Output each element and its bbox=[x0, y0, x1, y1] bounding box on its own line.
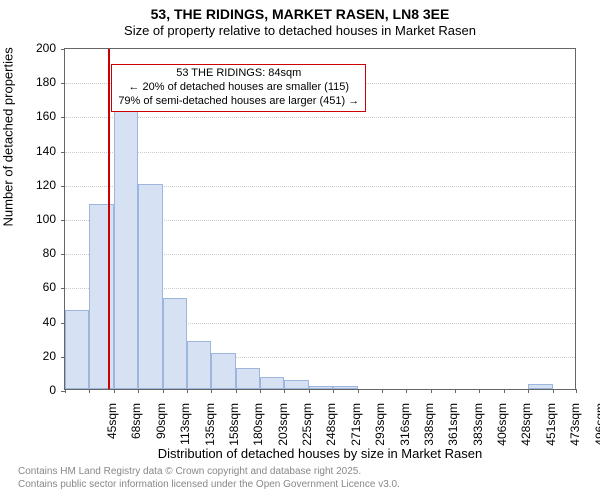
y-tick-label: 120 bbox=[36, 178, 56, 192]
y-tick-mark bbox=[61, 83, 65, 84]
gridline-h bbox=[65, 152, 575, 153]
histogram-bar bbox=[260, 377, 284, 389]
histogram-bar bbox=[528, 384, 552, 389]
x-axis-labels: 45sqm68sqm90sqm113sqm135sqm158sqm180sqm2… bbox=[64, 390, 576, 445]
y-tick-label: 60 bbox=[43, 280, 56, 294]
histogram-bar bbox=[284, 380, 308, 389]
histogram-bar bbox=[211, 353, 235, 389]
plot-area: 53 THE RIDINGS: 84sqm← 20% of detached h… bbox=[64, 48, 576, 390]
y-tick-label: 200 bbox=[36, 41, 56, 55]
y-tick-mark bbox=[61, 186, 65, 187]
x-tick-mark bbox=[576, 389, 577, 393]
y-tick-label: 100 bbox=[36, 212, 56, 226]
y-tick-mark bbox=[61, 49, 65, 50]
histogram-bar bbox=[309, 386, 333, 389]
callout-line: 79% of semi-detached houses are larger (… bbox=[118, 95, 359, 109]
histogram-bar bbox=[236, 368, 260, 389]
property-callout: 53 THE RIDINGS: 84sqm← 20% of detached h… bbox=[111, 64, 366, 111]
y-tick-mark bbox=[61, 152, 65, 153]
y-tick-label: 80 bbox=[43, 246, 56, 260]
y-tick-label: 140 bbox=[36, 144, 56, 158]
y-tick-label: 40 bbox=[43, 315, 56, 329]
chart-title-main: 53, THE RIDINGS, MARKET RASEN, LN8 3EE bbox=[0, 6, 600, 22]
y-tick-mark bbox=[61, 288, 65, 289]
y-tick-mark bbox=[61, 254, 65, 255]
y-tick-mark bbox=[61, 117, 65, 118]
histogram-bar bbox=[187, 341, 211, 389]
histogram-bar bbox=[114, 103, 138, 389]
chart-title-block: 53, THE RIDINGS, MARKET RASEN, LN8 3EE S… bbox=[0, 0, 600, 38]
y-axis-labels: 020406080100120140160180200 bbox=[0, 48, 60, 390]
histogram-bar bbox=[89, 204, 113, 389]
property-marker-line bbox=[108, 49, 110, 389]
footer-line-2: Contains public sector information licen… bbox=[18, 479, 400, 492]
histogram-bar bbox=[163, 298, 187, 389]
chart-title-sub: Size of property relative to detached ho… bbox=[0, 23, 600, 38]
property-size-histogram: 53, THE RIDINGS, MARKET RASEN, LN8 3EE S… bbox=[0, 0, 600, 500]
y-tick-label: 160 bbox=[36, 109, 56, 123]
y-tick-label: 0 bbox=[49, 383, 56, 397]
histogram-bar bbox=[65, 310, 89, 389]
y-tick-mark bbox=[61, 220, 65, 221]
callout-line: 53 THE RIDINGS: 84sqm bbox=[118, 67, 359, 81]
x-axis-title: Distribution of detached houses by size … bbox=[64, 446, 576, 461]
y-tick-label: 180 bbox=[36, 75, 56, 89]
y-tick-label: 20 bbox=[43, 349, 56, 363]
footer-line-1: Contains HM Land Registry data © Crown c… bbox=[18, 466, 400, 479]
callout-line: ← 20% of detached houses are smaller (11… bbox=[118, 81, 359, 95]
histogram-bar bbox=[333, 386, 357, 389]
histogram-bar bbox=[138, 184, 162, 389]
x-tick-label: 496sqm bbox=[593, 403, 600, 453]
chart-footer: Contains HM Land Registry data © Crown c… bbox=[18, 466, 400, 491]
gridline-h bbox=[65, 117, 575, 118]
